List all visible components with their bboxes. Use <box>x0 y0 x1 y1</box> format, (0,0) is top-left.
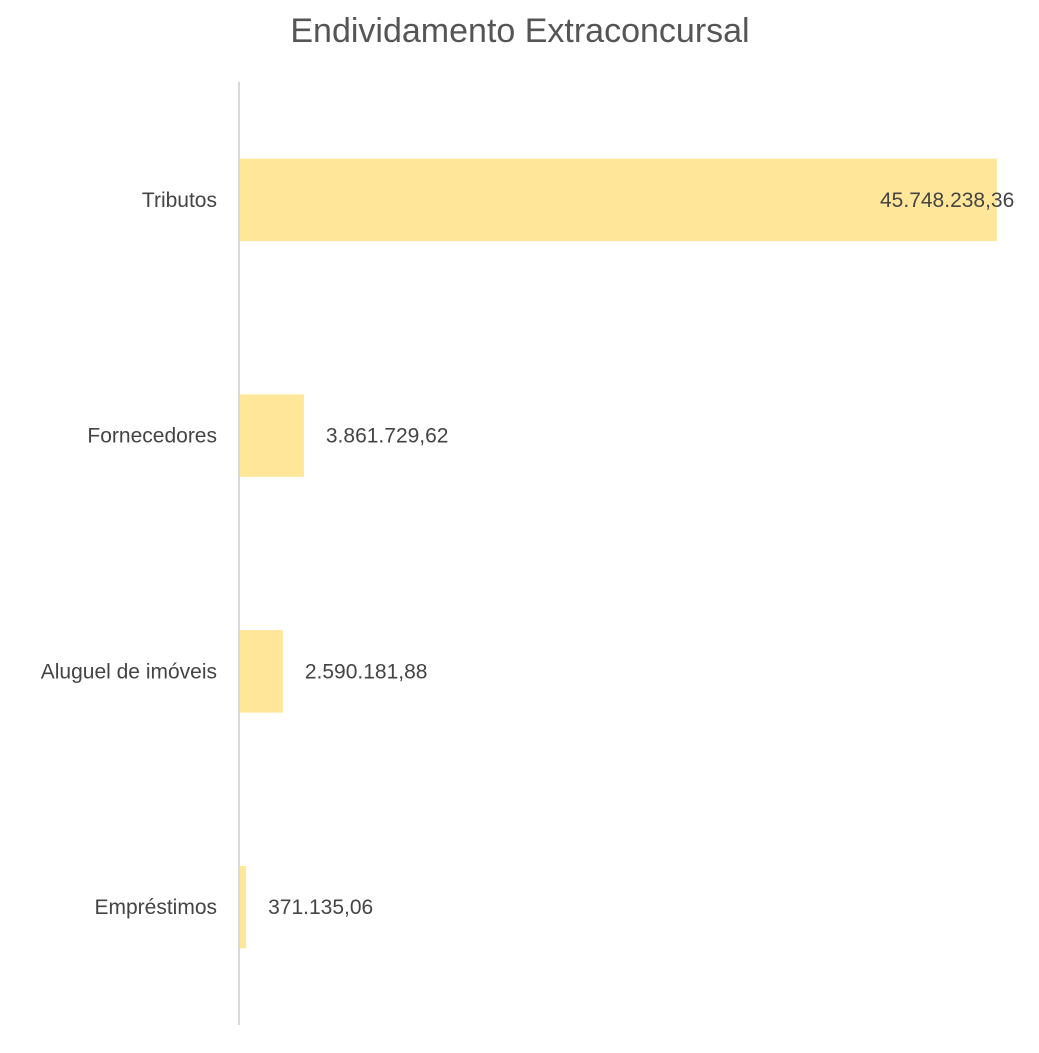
category-label: Aluguel de imóveis <box>41 660 217 683</box>
data-labels-group: 45.748.238,36 3.861.729,62 2.590.181,88 371… <box>268 189 1014 919</box>
bar-1 <box>240 394 304 477</box>
data-label: 2.590.181,88 <box>305 660 428 683</box>
category-label: Empréstimos <box>94 896 217 919</box>
category-label: Tributos <box>142 189 217 212</box>
data-label: 371.135,06 <box>268 896 373 919</box>
category-label: Fornecedores <box>87 425 217 448</box>
bars-group <box>240 158 997 949</box>
bar-3 <box>240 865 247 949</box>
category-labels-group: Tributos Fornecedores Aluguel de imóveis Em… <box>41 189 217 919</box>
data-label: 3.861.729,62 <box>326 425 449 448</box>
bar-0 <box>240 158 997 242</box>
bar-2 <box>240 630 283 713</box>
data-label: 45.748.238,36 <box>880 189 1014 212</box>
chart-title: Endividamento Extraconcursal <box>290 12 749 50</box>
